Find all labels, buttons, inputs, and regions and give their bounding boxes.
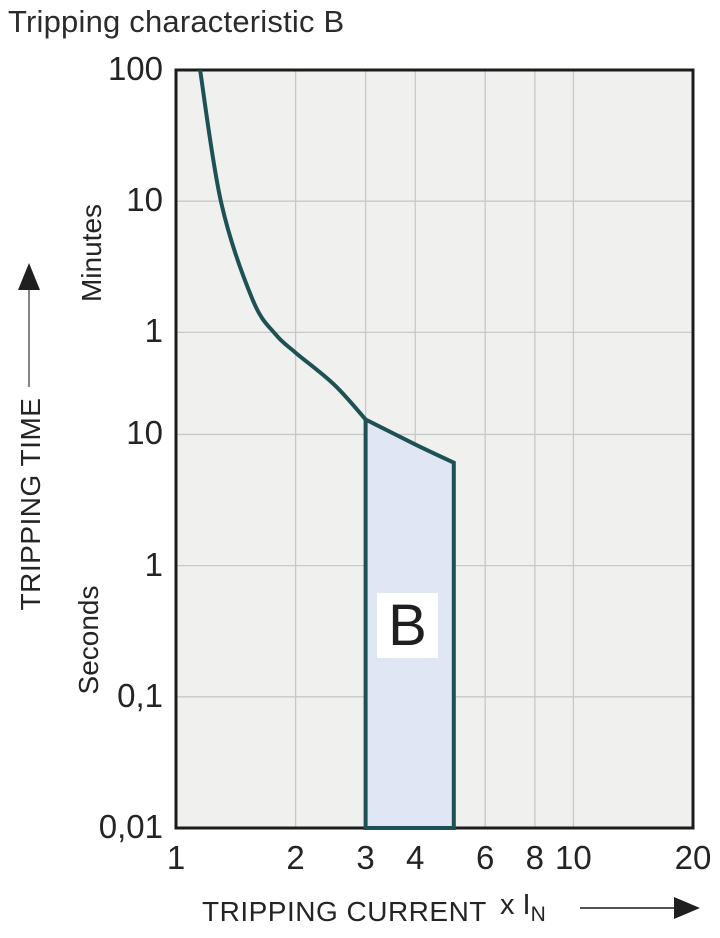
right-arrow-icon [580, 897, 700, 919]
chart-layers [174, 68, 695, 830]
x-tick-label: 10 [555, 839, 592, 876]
tripping-curve [198, 69, 368, 421]
y-tick-label: 1 [144, 312, 163, 350]
x-axis-unit: x IN [500, 889, 546, 927]
y-axis-unit-minutes: Minutes [76, 203, 107, 303]
x-axis-unit-subscript: N [530, 903, 546, 926]
x-axis-unit-prefix: x I [500, 889, 531, 921]
y-tick-label: 0,1 [117, 677, 163, 715]
x-tick-label: 20 [674, 839, 712, 876]
x-tick-label: 2 [286, 839, 305, 876]
y-tick-label: 100 [107, 50, 163, 88]
y-tick-label: 1 [144, 545, 163, 583]
y-tick-label: 0,01 [98, 808, 163, 846]
region-label-box: B [377, 593, 438, 658]
y-tick-label: 10 [126, 181, 163, 219]
region-label: B [388, 592, 427, 658]
x-tick-label: 1 [166, 839, 186, 876]
x-tick-label: 4 [406, 839, 425, 876]
x-tick-label: 8 [525, 839, 545, 876]
x-tick-label: 6 [476, 839, 495, 876]
x-tick-label: 3 [356, 839, 375, 876]
x-axis-title: TRIPPING CURRENT [202, 896, 487, 927]
up-arrow-icon [18, 263, 40, 387]
y-tick-label: 10 [126, 414, 163, 452]
y-axis-unit-seconds: Seconds [73, 585, 104, 695]
chart-title: Tripping characteristic B [8, 4, 345, 39]
y-axis-title: TRIPPING TIME [15, 397, 46, 611]
